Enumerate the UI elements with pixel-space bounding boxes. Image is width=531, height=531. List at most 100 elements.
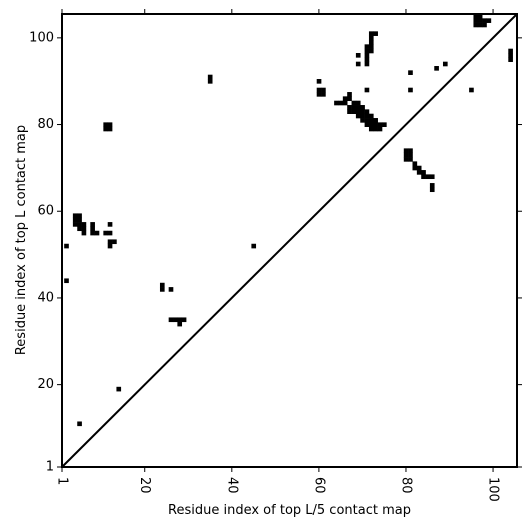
contact-cell [429,183,435,188]
contact-cell [81,226,87,232]
contact-cell [364,109,370,114]
contact-cell [107,239,113,245]
contact-cell [469,87,474,93]
contact-cell [72,217,78,223]
contact-cell [72,222,78,227]
contact-cell [355,53,361,58]
contact-cell [64,278,69,284]
contact-cell [360,118,365,123]
contact-cell [181,317,187,323]
contact-cell [482,22,487,28]
contact-cell [416,165,422,171]
contact-cell [477,18,483,23]
contact-cell [77,226,82,232]
contact-cell [77,217,82,223]
contact-cell [316,79,322,84]
contact-cell [434,66,439,71]
contact-cell [77,213,82,219]
contact-cell [168,287,174,292]
contact-cell [486,18,492,23]
x-tick-label: 20 [137,477,152,494]
contact-cell [368,35,374,41]
contact-cell [368,113,374,119]
contact-cell [355,113,361,119]
contact-cell [408,157,413,162]
contact-cell [355,105,361,110]
contact-cell [316,87,322,93]
y-tick-label: 20 [37,377,54,392]
contact-cell [360,105,365,110]
contact-cell [421,170,426,175]
contact-cell [360,113,365,119]
contact-cell [442,61,448,67]
contact-cell [382,122,387,127]
y-axis-label: Residue index of top L contact map [14,125,29,355]
contact-cell [347,109,352,114]
contact-cell [473,22,479,28]
contact-cell [429,187,435,193]
contact-cells [64,14,513,427]
contact-cell [159,287,165,292]
contact-cell [368,122,374,127]
contact-cell [351,105,357,110]
contact-cell [321,92,326,97]
contact-cell [364,113,370,119]
x-axis-label: Residue index of top L/5 contact map [168,503,411,518]
contact-cell [408,87,413,93]
contact-cell [373,118,378,123]
contact-cell [251,243,257,249]
contact-cell [177,321,183,327]
contact-cell [408,148,413,154]
contact-cell [342,96,348,101]
contact-cell [477,14,483,19]
y-tick-label: 1 [46,460,54,475]
contact-cell [103,126,109,132]
contact-cell [207,79,213,84]
contact-cell [429,174,435,180]
contact-cell [77,421,82,427]
contact-cell [368,48,374,54]
contact-cell [373,126,378,132]
contact-cell [355,100,361,106]
contact-cell [334,100,339,106]
contact-cell [90,222,95,227]
contact-cell [473,14,479,19]
contact-cell [421,174,426,180]
contact-cell [368,40,374,45]
contact-cell [508,57,513,62]
contact-cell [321,87,326,93]
x-tick-label: 40 [224,477,239,494]
x-tick-label: 100 [486,477,501,502]
contact-cell [347,92,352,97]
contact-cell [347,105,352,110]
contact-cell [355,109,361,114]
contact-cell [364,61,370,67]
y-tick-label: 80 [37,117,54,132]
contact-cell [107,230,113,236]
contact-cell [473,18,479,23]
contact-cell [412,165,418,171]
contact-cell [77,222,82,227]
contact-cell [207,74,213,80]
contact-cell [373,122,378,127]
contact-cell [347,96,352,101]
contact-cell [360,109,365,114]
contact-cell [364,118,370,123]
contact-cell [364,57,370,62]
contact-cell [508,48,513,54]
contact-cell [482,18,487,23]
contact-cell [364,44,370,49]
contact-cell [377,122,383,127]
contact-cell [173,317,178,323]
contact-cell [103,230,109,236]
contact-cell [342,100,348,106]
contact-cell [90,226,95,232]
contact-cell [168,317,174,323]
x-tick-label: 80 [398,477,413,494]
y-tick-label: 100 [29,30,54,45]
contact-cell [508,53,513,58]
contact-cell [103,122,109,127]
contact-cell [368,118,374,123]
contact-cell [416,170,422,175]
contact-cell [177,317,183,323]
